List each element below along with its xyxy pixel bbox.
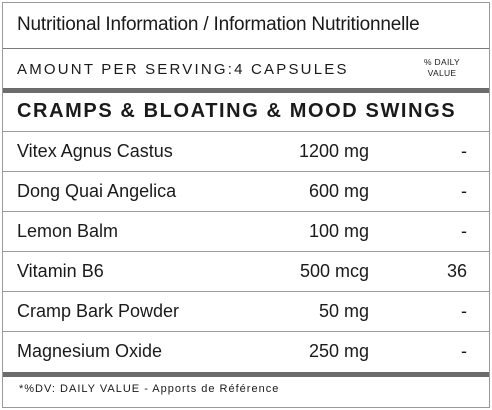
ingredient-name: Cramp Bark Powder	[17, 301, 180, 321]
ingredient-daily-value: -	[461, 141, 467, 161]
ingredient-row: Dong Quai Angelica 600 mg -	[3, 172, 489, 212]
ingredient-daily-value: -	[461, 341, 467, 361]
ingredient-row: Vitex Agnus Castus 1200 mg -	[3, 132, 489, 172]
ingredient-amount: 100 mg	[308, 221, 369, 241]
ingredient-amount: 500 mcg	[299, 261, 369, 281]
ingredient-daily-value: -	[461, 181, 467, 201]
ingredient-row: Cramp Bark Powder 50 mg -	[3, 292, 489, 332]
ingredient-daily-value: -	[461, 301, 467, 321]
daily-value-header-line1: % DAILY	[424, 57, 460, 67]
ingredient-amount: 250 mg	[308, 341, 369, 361]
ingredient-name: Magnesium Oxide	[17, 341, 163, 361]
ingredient-name: Dong Quai Angelica	[17, 181, 177, 201]
ingredient-name: Vitamin B6	[17, 261, 104, 281]
ingredient-amount: 50 mg	[318, 301, 369, 321]
serving-row: AMOUNT PER SERVING:4 CAPSULES % DAILY VA…	[3, 48, 489, 93]
ingredient-daily-value: -	[461, 221, 467, 241]
label-title: Nutritional Information / Information Nu…	[17, 14, 420, 35]
daily-value-header-line2: VALUE	[427, 68, 457, 78]
ingredient-amount: 600 mg	[308, 181, 369, 201]
ingredient-name: Vitex Agnus Castus	[17, 141, 173, 161]
ingredient-daily-value: 36	[446, 261, 467, 281]
ingredient-name: Lemon Balm	[17, 221, 119, 241]
category-heading: CRAMPS & BLOATING & MOOD SWINGS	[17, 100, 457, 122]
ingredient-table: Vitex Agnus Castus 1200 mg - Dong Quai A…	[3, 132, 489, 377]
ingredient-row: Vitamin B6 500 mcg 36	[3, 252, 489, 292]
ingredient-row: Lemon Balm 100 mg -	[3, 212, 489, 252]
daily-value-header: % DAILY VALUE	[424, 57, 460, 79]
ingredient-row: Magnesium Oxide 250 mg -	[3, 332, 489, 377]
footnote: *%DV: DAILY VALUE - Apports de Référence	[19, 383, 280, 395]
category-row: CRAMPS & BLOATING & MOOD SWINGS	[3, 92, 489, 132]
ingredient-amount: 1200 mg	[298, 141, 369, 161]
serving-size: AMOUNT PER SERVING:4 CAPSULES	[17, 61, 349, 78]
